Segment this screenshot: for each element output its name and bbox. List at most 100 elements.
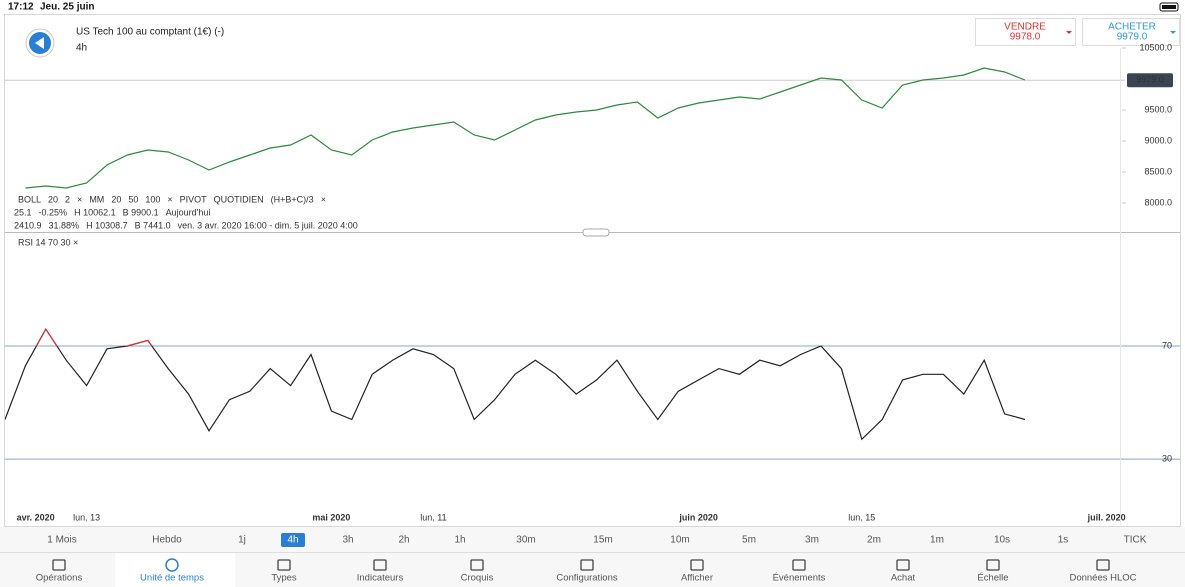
pane-resize-handle[interactable]: [582, 228, 610, 237]
legend-token: ×: [321, 194, 326, 204]
legend-token: 100: [145, 194, 160, 204]
legend-token: ×: [77, 194, 82, 204]
legend-token: B 9900.1: [123, 207, 159, 217]
y-tick-label: 9000.0: [1144, 135, 1172, 145]
buy-button[interactable]: ACHETER 9979.0: [1082, 18, 1180, 46]
legend-token: BOLL: [18, 194, 41, 204]
y-tick-label: 9500.0: [1144, 104, 1172, 114]
legend-token: QUOTIDIEN: [214, 194, 264, 204]
sell-label: VENDRE: [1004, 22, 1046, 33]
instrument-name: US Tech 100 au comptant (1€) (-): [76, 27, 224, 38]
x-tick-label: juin 2020: [678, 512, 718, 522]
battery-icon: [1159, 2, 1179, 12]
last-price-label: 9979.0: [1136, 75, 1164, 85]
tab-label[interactable]: Types: [271, 573, 297, 584]
legend-token: 2410.9: [14, 220, 42, 230]
timeframe-option[interactable]: 30m: [516, 535, 535, 546]
tab-label[interactable]: Indicateurs: [357, 573, 404, 584]
timeframe-option[interactable]: 10s: [994, 535, 1010, 546]
timeframe-option[interactable]: 1s: [1058, 535, 1069, 546]
buy-price: 9979.0: [1117, 32, 1148, 43]
legend-token: ven. 3 avr. 2020 16:00 - dim. 5 juil. 20…: [178, 220, 358, 230]
legend-token: MM: [89, 194, 104, 204]
back-arrow: [35, 37, 44, 49]
tab-label[interactable]: Afficher: [681, 573, 713, 584]
sell-box: [975, 18, 1076, 46]
tab-label[interactable]: Événements: [773, 573, 826, 584]
timeframe-option[interactable]: 2m: [867, 535, 881, 546]
tab-icon: [896, 559, 910, 571]
timeframe-option[interactable]: TICK: [1124, 535, 1147, 546]
timeframe-option[interactable]: 15m: [593, 535, 612, 546]
tab-label[interactable]: Échelle: [977, 573, 1008, 584]
legend-token: 2: [65, 194, 70, 204]
timeframe-option[interactable]: 4h: [287, 535, 298, 546]
series-line: [5, 327, 1026, 441]
tab-icon: [580, 559, 594, 571]
y-tick-label: 8500.0: [1144, 166, 1172, 176]
legend-token: H 10062.1: [74, 207, 116, 217]
legend-token: ×: [167, 194, 172, 204]
status-date: Jeu. 25 juin: [40, 2, 94, 13]
tab-icon: [52, 559, 66, 571]
legend-token: 20: [111, 194, 121, 204]
tab-icon: [690, 559, 704, 571]
timeframe-option[interactable]: 2h: [398, 535, 409, 546]
series-line: [25, 67, 1026, 189]
tab-label[interactable]: Croquis: [461, 573, 494, 584]
timeframe-option[interactable]: 1h: [454, 535, 465, 546]
timeframe-option[interactable]: Hebdo: [152, 535, 182, 546]
tab-icon: [165, 558, 179, 572]
tab-icon: [1096, 559, 1110, 571]
tab-icon: [986, 559, 1000, 571]
y-tick-label: 8000.0: [1144, 197, 1172, 207]
timeframe-option[interactable]: 10m: [670, 535, 689, 546]
selected-timeframe-bg: [281, 533, 305, 547]
timeframe-option[interactable]: 5m: [742, 535, 756, 546]
y-tick-label: 70: [1162, 340, 1172, 350]
x-tick-label: avr. 2020: [17, 512, 55, 522]
legend-token: -0.25%: [39, 207, 68, 217]
legend-token: B 7441.0: [135, 220, 171, 230]
tab-icon: [792, 559, 806, 571]
x-tick-label: lun. 11: [420, 512, 446, 522]
status-time: 17:12: [8, 2, 34, 13]
buy-caret: [1170, 31, 1176, 34]
sell-button[interactable]: VENDRE 9978.0: [975, 18, 1076, 46]
legend-token: H 10308.7: [86, 220, 128, 230]
tab-icon: [277, 559, 291, 571]
legend-token: Aujourd'hui: [166, 207, 211, 217]
x-tick-label: mai 2020: [312, 512, 350, 522]
timeframe-label: 4h: [76, 43, 87, 54]
y-tick-label: 30: [1162, 453, 1172, 463]
tab-label[interactable]: Configurations: [556, 573, 618, 584]
timeframe-option[interactable]: 3m: [805, 535, 819, 546]
timeframe-option[interactable]: 3h: [342, 535, 353, 546]
timeframe-option[interactable]: 1j: [238, 535, 246, 546]
tab-label[interactable]: Données HLOC: [1069, 573, 1136, 584]
chart-frame: [4, 14, 1181, 527]
tab-label[interactable]: Unité de temps: [140, 573, 204, 584]
timeframe-option[interactable]: 1m: [930, 535, 944, 546]
battery-level: [1162, 5, 1176, 9]
legend-token: 20: [48, 194, 58, 204]
buy-box: [1082, 18, 1180, 46]
tab-icon: [373, 559, 387, 571]
tab-icon: [470, 559, 484, 571]
timeframe-option[interactable]: 1 Mois: [47, 535, 76, 546]
buy-label: ACHETER: [1108, 22, 1156, 33]
legend-token: 50: [128, 194, 138, 204]
last-price-tag: [1127, 73, 1173, 88]
sell-caret: [1066, 31, 1072, 34]
x-tick-label: juil. 2020: [1087, 512, 1126, 522]
x-tick-label: lun. 15: [848, 512, 875, 522]
legend-token: (H+B+C)/3: [271, 194, 314, 204]
y-tick-label: 10500.0: [1139, 42, 1172, 52]
tab-label[interactable]: Achat: [891, 573, 916, 584]
legend-token: 25.1: [14, 207, 32, 217]
tab-label[interactable]: Opérations: [36, 573, 83, 584]
indicator-title: RSI 14 70 30 ×: [18, 237, 78, 247]
legend-token: 31.88%: [49, 220, 80, 230]
